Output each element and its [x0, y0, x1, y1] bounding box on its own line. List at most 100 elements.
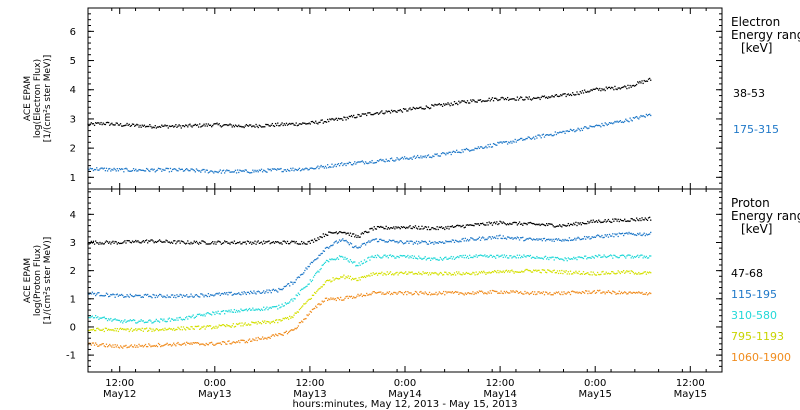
data-point: [192, 296, 194, 298]
data-point: [563, 93, 565, 95]
data-point: [335, 165, 337, 168]
data-point: [514, 270, 516, 273]
data-point: [213, 326, 215, 328]
data-point: [485, 273, 487, 276]
data-point: [286, 283, 289, 285]
data-point: [493, 143, 496, 145]
data-point: [271, 122, 274, 125]
data-point: [121, 346, 123, 348]
data-point: [480, 101, 483, 103]
data-point: [573, 239, 575, 241]
data-point: [208, 171, 211, 173]
data-point: [415, 227, 418, 229]
data-point: [264, 126, 266, 128]
data-point: [642, 257, 644, 259]
data-point: [209, 325, 212, 327]
data-point: [555, 94, 558, 96]
data-point: [110, 170, 112, 172]
data-point: [177, 295, 179, 298]
data-point: [94, 168, 97, 171]
data-point: [113, 293, 115, 296]
data-point: [445, 240, 447, 242]
data-point: [446, 152, 448, 154]
data-point: [456, 291, 458, 293]
data-point: [543, 95, 546, 97]
data-point: [593, 273, 595, 275]
data-point: [180, 294, 182, 296]
data-point: [441, 241, 444, 243]
data-point: [353, 114, 355, 117]
data-point: [513, 221, 515, 224]
data-point: [216, 171, 218, 173]
data-point: [461, 225, 463, 227]
data-point: [267, 123, 269, 126]
data-point: [184, 168, 187, 171]
data-point: [179, 328, 181, 331]
data-point: [618, 87, 620, 89]
data-point: [622, 234, 625, 237]
data-point: [371, 255, 373, 257]
data-point: [225, 293, 227, 295]
data-point: [128, 170, 130, 172]
data-point: [180, 240, 182, 242]
data-point: [259, 125, 262, 127]
data-point: [300, 273, 303, 276]
data-point: [149, 124, 151, 126]
data-point: [235, 341, 238, 343]
data-point: [373, 256, 375, 259]
data-point: [642, 115, 644, 117]
data-point: [536, 97, 538, 99]
data-point: [171, 242, 174, 244]
series-proton-3: [87, 268, 652, 333]
data-point: [508, 257, 510, 259]
data-point: [251, 309, 253, 311]
data-point: [434, 241, 436, 243]
data-point: [206, 169, 208, 171]
data-point: [272, 241, 275, 243]
data-point: [357, 235, 359, 237]
data-point: [557, 272, 560, 275]
data-point: [103, 167, 105, 169]
data-point: [140, 169, 142, 172]
data-point: [130, 124, 133, 127]
data-point: [551, 240, 553, 242]
data-point: [482, 236, 484, 238]
data-point: [191, 168, 193, 170]
data-point: [510, 223, 512, 225]
data-point: [332, 232, 334, 234]
data-point: [164, 344, 166, 346]
data-point: [406, 240, 408, 242]
data-point: [224, 324, 226, 327]
data-point: [385, 110, 387, 112]
data-point: [645, 233, 648, 235]
data-point: [340, 231, 342, 233]
data-point: [207, 325, 210, 327]
data-point: [135, 346, 137, 348]
data-point: [348, 243, 350, 246]
data-point: [215, 343, 217, 345]
data-point: [130, 170, 133, 172]
data-point: [284, 331, 287, 333]
data-point: [138, 343, 140, 346]
data-point: [334, 163, 336, 166]
data-point: [503, 222, 506, 224]
data-point: [355, 245, 357, 247]
data-point: [554, 292, 556, 295]
data-point: [509, 98, 511, 101]
data-point: [631, 270, 633, 273]
data-point: [219, 125, 221, 127]
data-point: [261, 171, 264, 173]
data-point: [203, 168, 205, 171]
data-point: [410, 109, 412, 111]
data-point: [242, 325, 244, 327]
data-point: [431, 293, 433, 295]
data-point: [599, 87, 601, 90]
data-point: [502, 97, 504, 99]
data-point: [461, 100, 463, 102]
data-point: [555, 238, 558, 240]
data-point: [616, 272, 618, 274]
data-point: [298, 276, 301, 279]
data-point: [142, 330, 144, 332]
data-point: [572, 92, 574, 94]
data-point: [217, 124, 219, 126]
